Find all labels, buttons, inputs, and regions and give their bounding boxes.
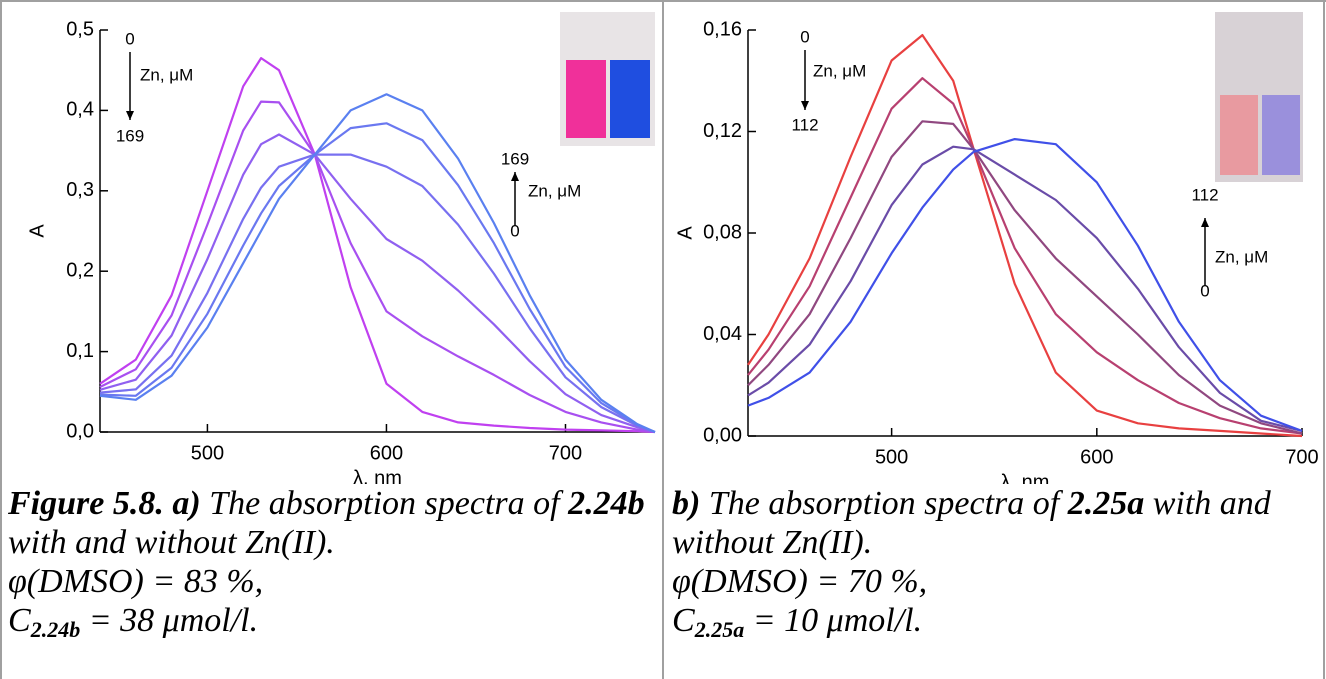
caption-part: 2.24b <box>30 617 81 642</box>
arrow-head <box>511 172 519 181</box>
y-tick-label: 0,5 <box>66 18 94 40</box>
x-tick-label: 700 <box>1285 446 1318 468</box>
y-tick-label: 0,16 <box>703 18 742 40</box>
chart: 0,0 0,1 0,2 0,3 0,4 0,5 500 600 700 λ, nm A 0 Zn, μM… <box>26 12 656 484</box>
caption-part: = 10 μmol/l. <box>744 602 923 639</box>
y-axis-label: A <box>26 224 48 238</box>
annotation: 0 <box>1200 281 1209 300</box>
caption-part: 2.24b <box>568 485 645 522</box>
caption-part: φ(DMSO) = 70 %, <box>672 563 928 600</box>
annotation: 169 <box>116 126 144 145</box>
arrow-head <box>1201 218 1209 227</box>
y-tick-label: 0,12 <box>703 120 742 142</box>
annotation: 0 <box>510 221 519 240</box>
cuvette-violet <box>1262 95 1300 175</box>
y-tick-label: 0,1 <box>66 340 94 362</box>
cuvette-blue <box>610 60 650 138</box>
x-axis-label: λ, nm <box>353 467 402 484</box>
spectrum-line <box>747 120 1303 435</box>
y-tick-label: 0,04 <box>703 323 742 345</box>
caption-part: 2.25a <box>1067 485 1145 522</box>
arrow-head <box>126 111 134 120</box>
x-tick-label: 500 <box>875 446 908 468</box>
annotation: 169 <box>501 149 529 168</box>
annotation: Zn, μM <box>1215 247 1268 266</box>
y-axis-label: A <box>674 226 696 240</box>
x-axis-label: λ, nm <box>1001 471 1050 484</box>
cuvette-pink <box>566 60 606 138</box>
y-tick-label: 0,3 <box>66 179 94 201</box>
caption-part: φ(DMSO) = 83 %, <box>8 563 264 600</box>
x-tick-label: 600 <box>1080 446 1113 468</box>
cuvette-red <box>1220 95 1258 175</box>
annotation: 112 <box>791 115 818 134</box>
caption-part: The absorption spectra of <box>200 485 569 522</box>
y-tick-label: 0,2 <box>66 259 94 281</box>
caption: b) The absorption spectra of 2.25a with … <box>672 484 1322 642</box>
y-tick-label: 0,0 <box>66 420 94 442</box>
annotation: 0 <box>125 29 134 48</box>
annotation: 112 <box>1191 185 1218 204</box>
spectrum-line <box>747 145 1303 432</box>
spectrum-line <box>747 34 1303 438</box>
annotation: Zn, μM <box>140 65 193 84</box>
spectrum-line <box>747 77 1303 435</box>
spectrum-line <box>99 122 656 434</box>
caption-part: Figure 5.8. a) <box>8 485 201 522</box>
y-tick-label: 0,08 <box>703 221 742 243</box>
spectrum-line <box>99 133 656 434</box>
arrow-head <box>801 101 809 110</box>
caption-part: with and without Zn(II). <box>8 524 335 561</box>
x-tick-label: 500 <box>191 442 224 464</box>
x-tick-label: 700 <box>549 442 582 464</box>
caption-part: C <box>672 602 695 639</box>
spectrum-line <box>99 93 656 434</box>
annotation: Zn, μM <box>813 61 866 80</box>
spectrum-line <box>747 138 1303 432</box>
border <box>662 0 664 679</box>
caption-part: b) <box>672 485 701 522</box>
annotation: 0 <box>800 27 809 46</box>
caption-part: The absorption spectra of <box>700 485 1068 522</box>
caption-part: = 38 μmol/l. <box>80 602 259 639</box>
caption-part: C <box>8 602 31 639</box>
y-tick-label: 0,4 <box>66 99 94 121</box>
x-tick-label: 600 <box>370 442 403 464</box>
caption: Figure 5.8. a) The absorption spectra of… <box>8 484 658 642</box>
spectrum-line <box>99 57 656 434</box>
spectrum-line <box>99 100 656 434</box>
border <box>1323 0 1325 679</box>
border <box>0 0 2 679</box>
y-tick-label: 0,00 <box>703 424 742 446</box>
spectrum-line <box>99 153 656 434</box>
annotation: Zn, μM <box>528 181 581 200</box>
caption-part: with and without Zn(II). <box>672 485 1271 561</box>
caption-part: 2.25a <box>694 617 745 642</box>
